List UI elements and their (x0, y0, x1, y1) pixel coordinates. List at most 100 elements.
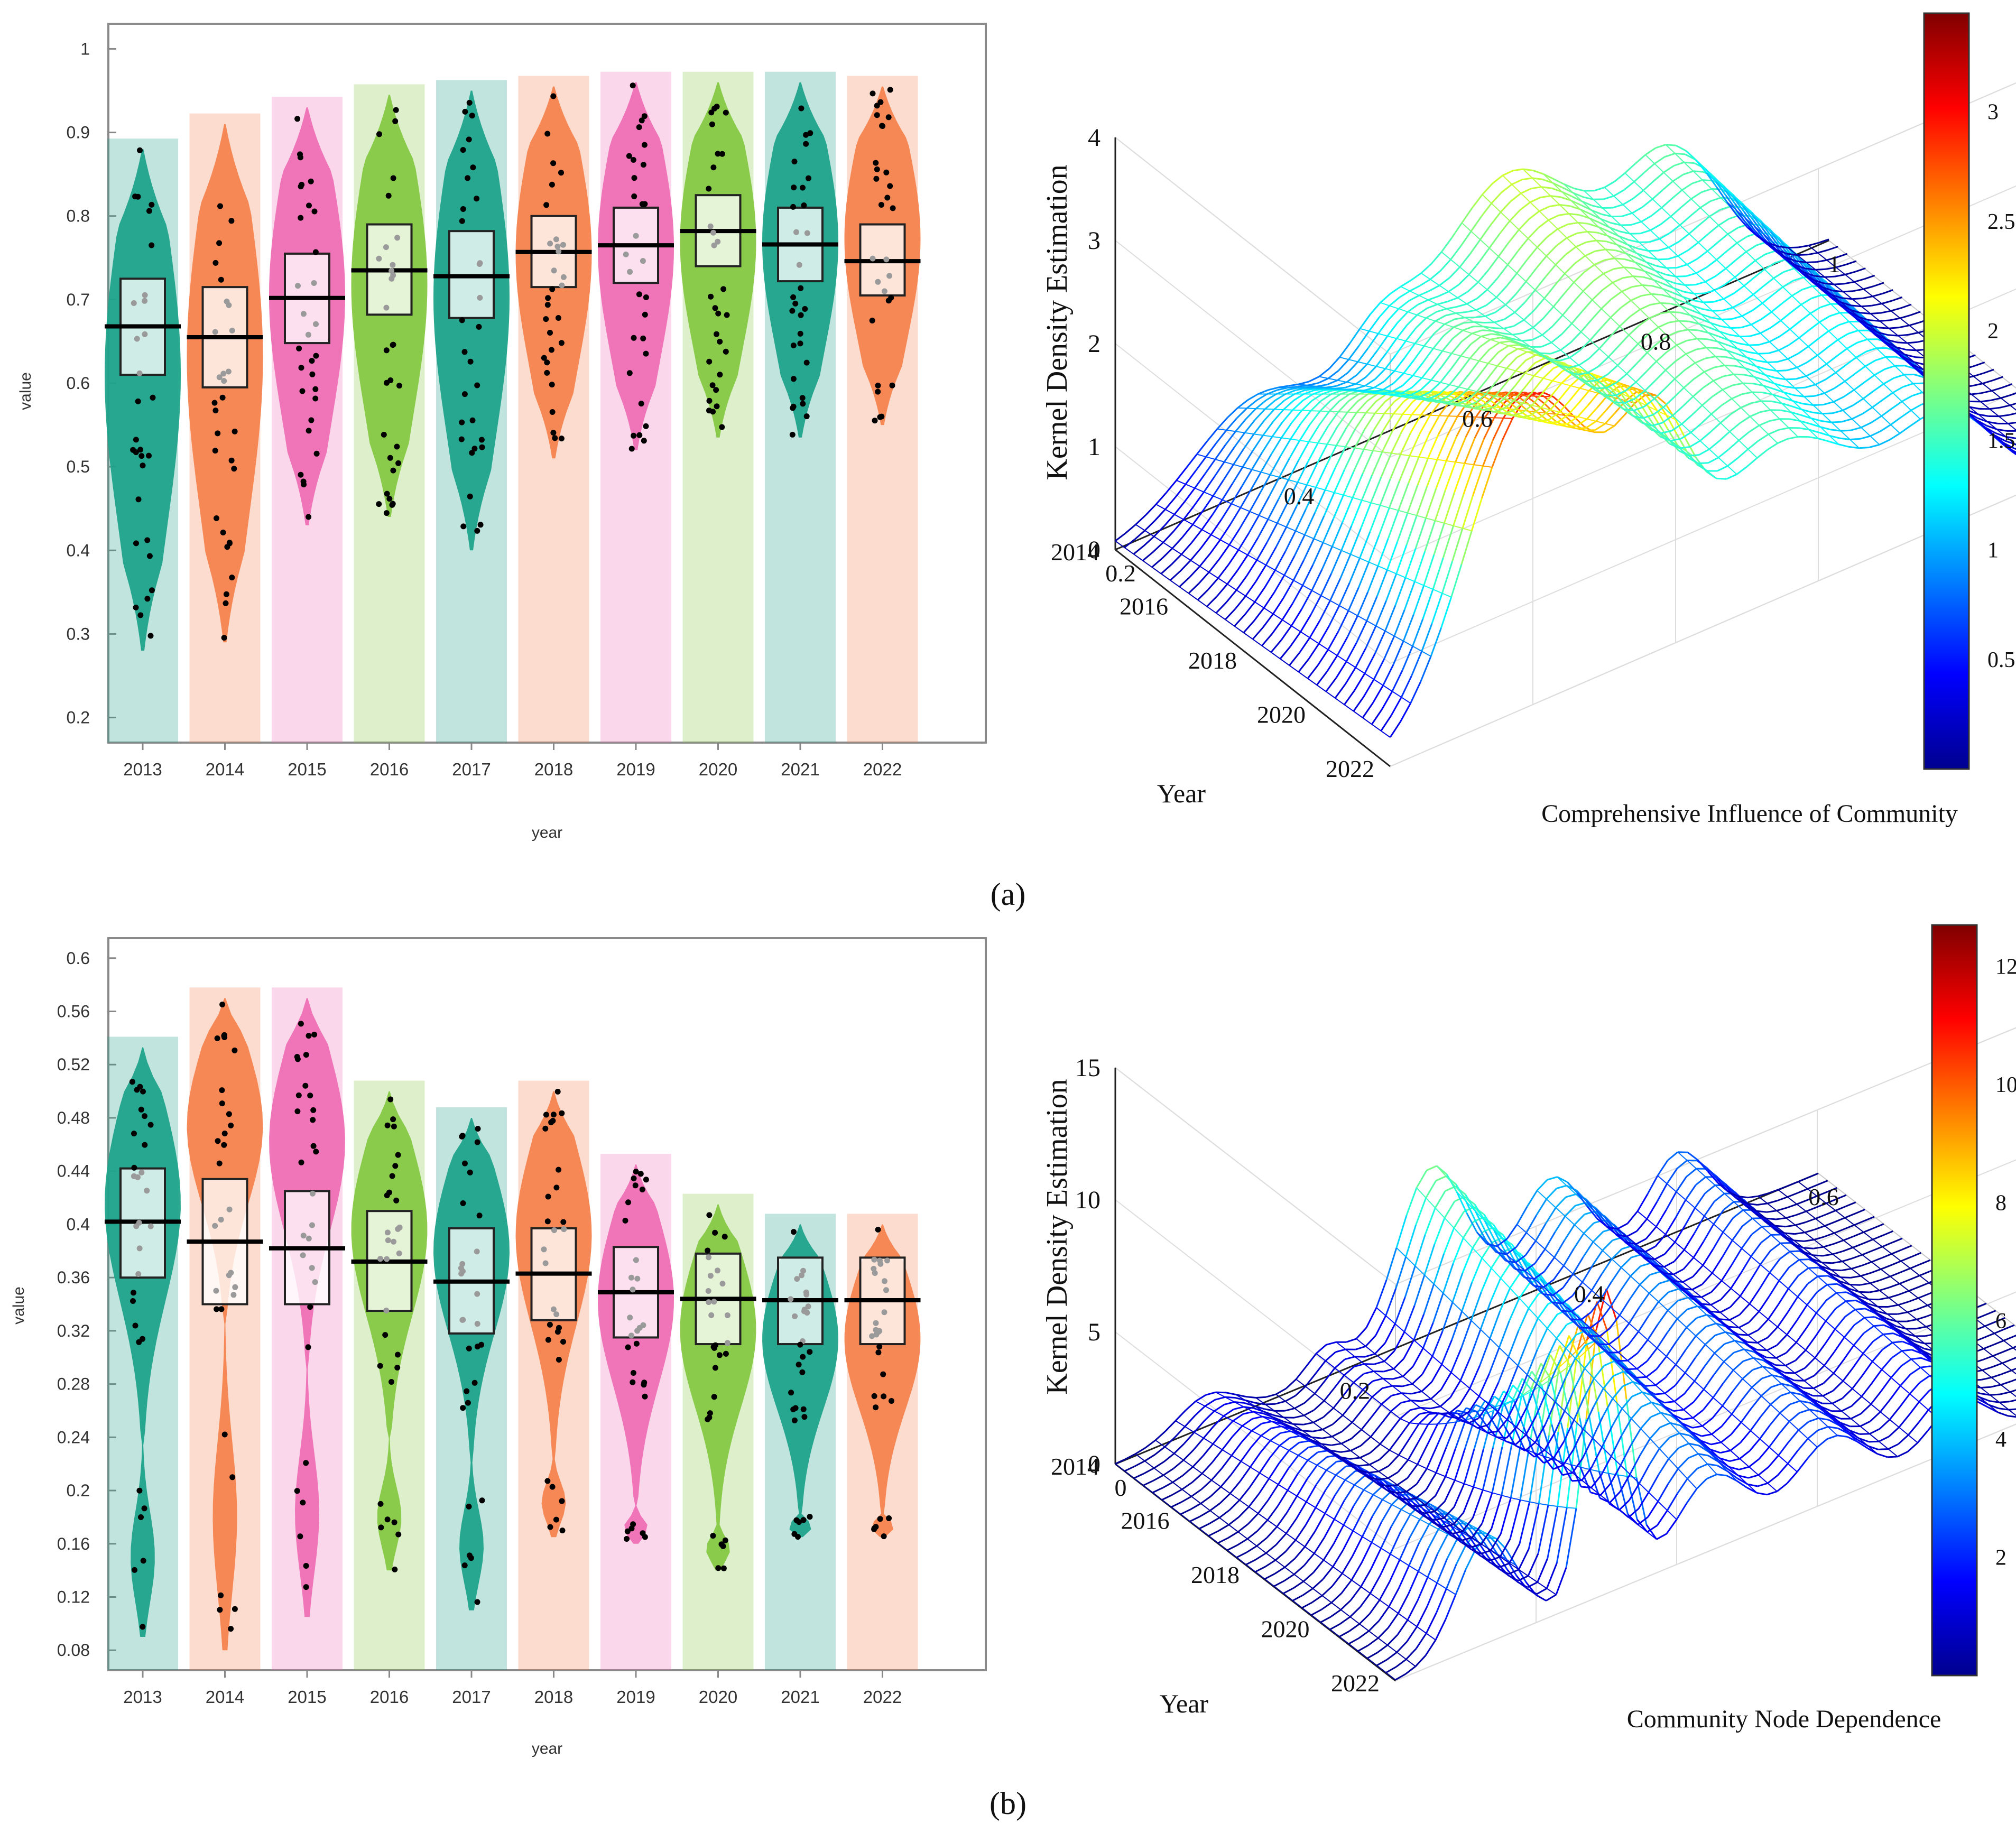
mesh-line (1441, 251, 1451, 260)
mesh-line (1604, 395, 1615, 403)
mesh-line (1405, 577, 1415, 582)
x-tick-label-2014: 2014 (206, 1687, 244, 1707)
mesh-line (1879, 320, 1890, 329)
mesh-line (1389, 454, 1401, 479)
mesh-line (1780, 311, 1792, 321)
mesh-line (1847, 311, 1859, 320)
mesh-line (1462, 222, 1472, 232)
mesh-line (1220, 539, 1230, 545)
data-point (218, 1306, 225, 1312)
data-point (460, 206, 466, 212)
mesh-line (1374, 387, 1384, 390)
mesh-line (1639, 241, 1650, 243)
mesh-line (1643, 163, 1656, 173)
mesh-line (1505, 370, 1516, 385)
mesh-line (1540, 195, 1551, 199)
mesh-line (1503, 325, 1514, 330)
data-point (871, 1525, 877, 1531)
mesh-line (1799, 312, 1811, 322)
mesh-line (1642, 422, 1653, 427)
mesh-line (1640, 229, 1651, 235)
mesh-line (1710, 413, 1721, 423)
mesh-line (1742, 383, 1753, 393)
mesh-line (1457, 297, 1467, 304)
mesh-line (1558, 364, 1569, 368)
mesh-line (1740, 335, 1751, 338)
mesh-line (1247, 554, 1257, 561)
mesh-line (1377, 319, 1390, 334)
x-tick-label: 1 (1828, 251, 1841, 277)
data-point (312, 395, 319, 402)
mesh-line (1429, 393, 1440, 400)
mesh-line (1441, 561, 1454, 594)
mesh-line (1351, 499, 1363, 526)
mesh-line (1895, 346, 1907, 351)
mesh-line (1806, 375, 1816, 385)
mesh-line (1751, 324, 1761, 334)
mesh-line (1267, 499, 1279, 520)
mesh-line (1663, 406, 1673, 416)
mesh-line (1385, 630, 1395, 637)
mesh-line (1181, 542, 1192, 555)
data-point (384, 1256, 390, 1262)
mesh-line (1618, 236, 1629, 245)
mesh-line (1447, 402, 1457, 405)
data-point (553, 1516, 559, 1523)
mesh-line (1333, 469, 1345, 493)
mesh-line (1491, 191, 1502, 204)
mesh-line (1275, 526, 1288, 548)
mesh-line (1263, 607, 1274, 615)
mesh-line (1357, 393, 1368, 402)
mesh-line (1381, 431, 1393, 452)
mesh-line (1683, 387, 1694, 397)
mesh-line (1438, 384, 1450, 395)
mesh-line (1442, 326, 1455, 337)
data-point (478, 437, 485, 443)
mesh-line (1676, 264, 1688, 269)
data-point (799, 1369, 806, 1375)
mesh-line (1740, 402, 1752, 409)
mesh-line (1867, 339, 1877, 349)
mesh-line (1310, 595, 1322, 615)
mesh-line (1313, 515, 1325, 539)
data-point (130, 1298, 136, 1304)
data-point (224, 298, 230, 304)
mesh-line (1254, 601, 1264, 609)
mesh-line (1792, 400, 1804, 405)
mesh-line (1344, 690, 1355, 706)
mesh-line (1604, 412, 1616, 424)
data-point (643, 1177, 649, 1183)
mesh-line (1808, 436, 1819, 440)
mesh-line (1842, 410, 1853, 420)
mesh-line (1277, 502, 1289, 524)
mesh-line (1734, 365, 1745, 369)
data-point (627, 269, 633, 275)
mesh-line (1485, 381, 1497, 395)
mesh-line (1507, 348, 1519, 356)
data-point (641, 142, 648, 148)
mesh-line (1318, 625, 1330, 644)
mesh-line (1364, 449, 1373, 451)
mesh-line (1179, 586, 1189, 594)
data-point (807, 130, 813, 136)
mesh-line (1430, 251, 1442, 265)
data-point (391, 1238, 397, 1245)
mesh-line (1227, 584, 1237, 591)
mesh-line (1546, 245, 1557, 257)
data-point (376, 255, 382, 262)
mesh-line (1429, 382, 1441, 393)
mesh-line (1808, 338, 1819, 347)
data-point (875, 279, 881, 285)
mesh-line (1458, 386, 1468, 390)
mesh-line (1897, 341, 1908, 344)
mesh-line (1978, 414, 1988, 422)
mesh-line (1494, 318, 1505, 323)
data-point (462, 1160, 468, 1167)
mesh-line (1806, 261, 1817, 263)
mesh-line (1797, 346, 1809, 355)
mesh-line (1503, 328, 1513, 336)
mesh-line (1493, 327, 1504, 330)
mesh-line (1774, 383, 1785, 387)
mesh-line (1758, 433, 1769, 442)
mesh-line (1408, 294, 1420, 302)
